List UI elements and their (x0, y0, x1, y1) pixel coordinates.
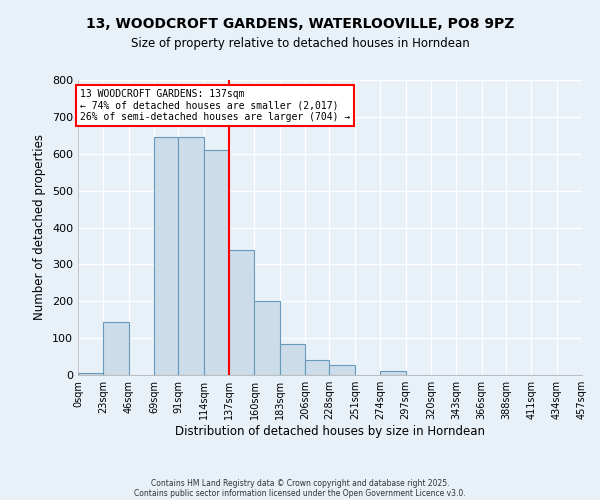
Bar (329, 365, 355, 375)
Bar (178, 137, 204, 375)
Bar (254, 301, 280, 375)
X-axis label: Distribution of detached houses by size in Horndean: Distribution of detached houses by size … (175, 425, 485, 438)
Text: 13, WOODCROFT GARDENS, WATERLOOVILLE, PO8 9PZ: 13, WOODCROFT GARDENS, WATERLOOVILLE, PO… (86, 18, 514, 32)
Y-axis label: Number of detached properties: Number of detached properties (34, 134, 46, 320)
Text: 13 WOODCROFT GARDENS: 137sqm
← 74% of detached houses are smaller (2,017)
26% of: 13 WOODCROFT GARDENS: 137sqm ← 74% of de… (80, 89, 350, 122)
Bar (78, 373, 103, 375)
Bar (380, 370, 406, 375)
Bar (154, 137, 178, 375)
Text: Size of property relative to detached houses in Horndean: Size of property relative to detached ho… (131, 38, 469, 51)
Bar (280, 344, 305, 375)
Bar (229, 250, 254, 375)
Bar (204, 150, 229, 375)
Text: Contains HM Land Registry data © Crown copyright and database right 2025.: Contains HM Land Registry data © Crown c… (151, 478, 449, 488)
Text: Contains public sector information licensed under the Open Government Licence v3: Contains public sector information licen… (134, 488, 466, 498)
Bar (305, 360, 329, 375)
Bar (103, 322, 129, 375)
